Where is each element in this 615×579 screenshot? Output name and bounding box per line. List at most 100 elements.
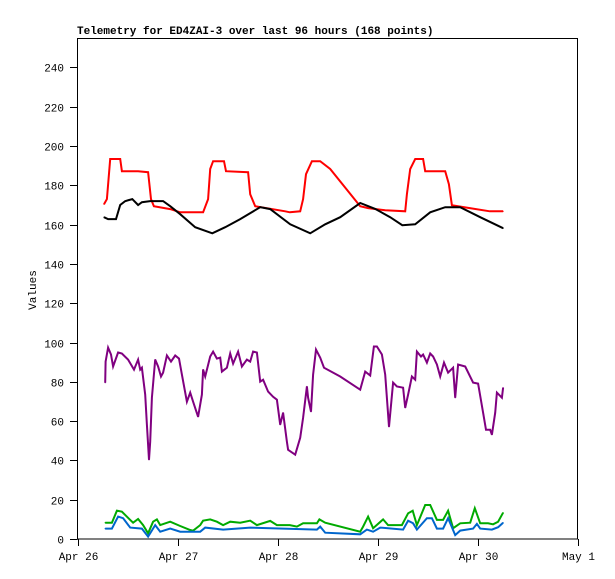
data-point-green bbox=[209, 518, 211, 521]
data-point-green bbox=[324, 522, 326, 524]
data-point-purple bbox=[212, 351, 214, 353]
data-point-purple bbox=[246, 359, 248, 361]
data-point-purple bbox=[381, 353, 383, 356]
series-line-black bbox=[103, 197, 504, 235]
data-point-blue bbox=[359, 533, 361, 535]
data-point-red bbox=[311, 160, 313, 162]
data-point-green bbox=[416, 524, 418, 526]
data-point-red bbox=[207, 198, 209, 200]
data-point-black bbox=[269, 208, 271, 210]
data-point-red bbox=[106, 198, 108, 200]
data-point-purple bbox=[286, 441, 288, 443]
data-point-red bbox=[319, 160, 321, 162]
data-point-blue bbox=[412, 522, 414, 524]
data-point-purple bbox=[209, 355, 211, 358]
data-point-green bbox=[459, 522, 461, 524]
data-point-purple bbox=[107, 347, 109, 349]
data-point-purple bbox=[112, 365, 114, 368]
data-point-purple bbox=[294, 454, 296, 456]
data-point-blue bbox=[199, 531, 201, 533]
data-point-green bbox=[104, 522, 106, 524]
data-point-red bbox=[414, 158, 416, 160]
data-point-purple bbox=[139, 369, 141, 371]
data-point-red bbox=[225, 170, 227, 172]
y-tick-label: 140 bbox=[44, 261, 64, 273]
data-point-purple bbox=[429, 352, 431, 355]
data-point-green bbox=[429, 504, 431, 506]
series-group bbox=[103, 158, 505, 539]
data-point-purple bbox=[364, 371, 366, 373]
data-point-purple bbox=[388, 426, 390, 428]
data-point-black bbox=[141, 201, 143, 203]
data-point-red bbox=[247, 171, 249, 173]
data-point-black bbox=[194, 226, 196, 228]
data-point-black bbox=[429, 211, 431, 213]
data-point-purple bbox=[384, 374, 386, 376]
data-point-purple bbox=[489, 429, 491, 431]
data-point-purple bbox=[287, 449, 289, 451]
x-tick-label: Apr 26 bbox=[59, 552, 99, 564]
x-axis: Apr 26 Apr 27 Apr 28 Apr 29 Apr 30 May 1 bbox=[59, 539, 595, 564]
data-point-purple bbox=[226, 367, 228, 369]
data-point-black bbox=[169, 205, 171, 207]
data-point-green bbox=[121, 511, 123, 513]
x-tick-label: Apr 27 bbox=[159, 552, 199, 564]
data-point-red bbox=[119, 158, 121, 160]
x-tick-label: Apr 30 bbox=[459, 552, 499, 564]
data-point-black bbox=[389, 216, 391, 218]
data-point-green bbox=[147, 532, 149, 534]
data-point-purple bbox=[477, 383, 479, 385]
data-point-black bbox=[211, 232, 213, 234]
data-point-purple bbox=[117, 351, 119, 354]
data-point-green bbox=[412, 510, 414, 512]
data-point-green bbox=[492, 523, 494, 525]
data-point-purple bbox=[229, 352, 231, 355]
data-point-green bbox=[316, 522, 318, 524]
data-point-black bbox=[137, 204, 139, 206]
data-point-blue bbox=[249, 527, 251, 529]
data-point-red bbox=[289, 211, 291, 213]
data-point-purple bbox=[186, 401, 188, 403]
y-tick-label: 60 bbox=[51, 418, 64, 430]
data-point-red bbox=[109, 158, 111, 160]
data-point-black bbox=[239, 218, 241, 220]
y-tick-label: 180 bbox=[44, 182, 64, 194]
data-point-black bbox=[502, 227, 504, 229]
data-point-green bbox=[372, 527, 374, 529]
data-point-purple bbox=[416, 351, 418, 353]
data-point-green bbox=[199, 524, 201, 526]
data-point-green bbox=[487, 522, 489, 524]
data-point-red bbox=[422, 158, 424, 160]
data-point-purple bbox=[501, 397, 503, 399]
y-tick-label: 120 bbox=[44, 300, 64, 312]
data-point-purple bbox=[436, 363, 438, 366]
data-point-green bbox=[367, 516, 369, 518]
data-point-purple bbox=[432, 355, 434, 358]
data-point-purple bbox=[149, 441, 151, 443]
data-point-blue bbox=[319, 526, 321, 528]
data-point-purple bbox=[201, 394, 203, 396]
data-point-purple bbox=[402, 387, 404, 389]
data-point-purple bbox=[137, 359, 139, 361]
data-point-purple bbox=[197, 416, 199, 418]
data-point-purple bbox=[204, 375, 206, 378]
data-point-purple bbox=[369, 374, 371, 377]
data-point-black bbox=[459, 206, 461, 208]
data-point-purple bbox=[121, 352, 123, 355]
data-point-green bbox=[497, 521, 499, 523]
data-point-red bbox=[121, 170, 123, 172]
series-red bbox=[103, 158, 504, 214]
data-point-blue bbox=[372, 531, 374, 533]
data-point-blue bbox=[324, 532, 326, 534]
data-point-blue bbox=[122, 517, 124, 519]
data-point-purple bbox=[491, 434, 493, 436]
data-point-purple bbox=[157, 365, 159, 368]
data-point-purple bbox=[472, 382, 474, 384]
data-point-purple bbox=[178, 358, 180, 360]
data-point-purple bbox=[443, 362, 445, 364]
data-point-green bbox=[129, 519, 131, 521]
data-point-purple bbox=[306, 385, 308, 388]
data-point-black bbox=[115, 218, 117, 220]
data-point-blue bbox=[472, 528, 474, 530]
x-tick-label: Apr 28 bbox=[259, 552, 299, 564]
